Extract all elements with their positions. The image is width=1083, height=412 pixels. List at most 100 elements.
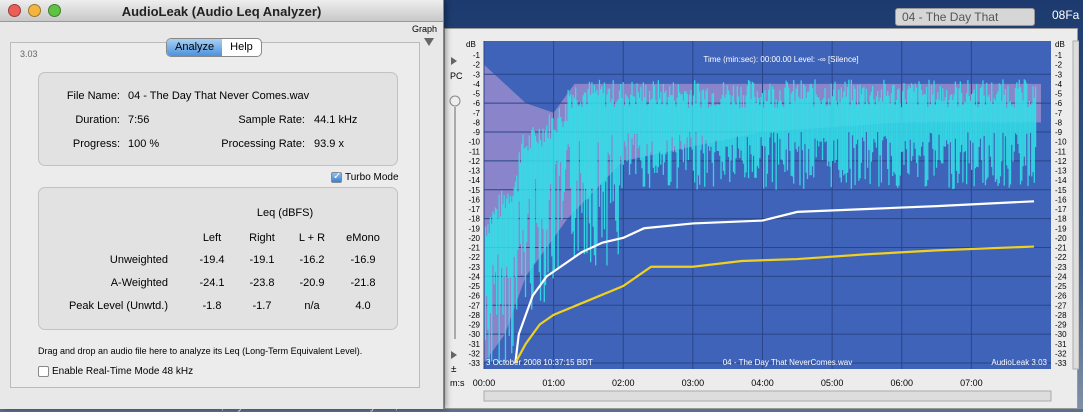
- file-name-value: 04 - The Day That Never Comes.wav: [128, 90, 310, 102]
- leq-value: -24.1: [199, 277, 225, 289]
- processing-rate-label: Processing Rate:: [221, 138, 305, 150]
- y-tick-label-right: -21: [1055, 244, 1067, 253]
- col-header-lr: L + R: [298, 232, 326, 244]
- y-tick-label-left: -30: [468, 330, 480, 339]
- y-tick-label-left: -31: [468, 340, 480, 349]
- file-name-label: File Name:: [66, 90, 120, 102]
- y-tick-label-left: -27: [468, 301, 480, 310]
- leq-graph: -1 -1-2 -2-3 -3-4 -4-5 -5-6 -6-7 -7-8 -8-9 -9-10-…: [449, 40, 1079, 402]
- plus-minus-label: ±: [451, 364, 457, 375]
- y-tick-label-right: -5: [1055, 90, 1063, 99]
- y-tick-label-right: -32: [1055, 349, 1067, 358]
- y-tick-label-left: -25: [468, 282, 480, 291]
- y-tick-label-left: -2: [473, 61, 481, 70]
- window-title: AudioLeak (Audio Leq Analyzer): [121, 4, 322, 19]
- y-tick-label-left: -29: [468, 321, 480, 330]
- y-tick-label-right: -7: [1055, 109, 1063, 118]
- minimize-button[interactable]: [28, 4, 41, 17]
- expand-triangle-icon: [451, 351, 457, 359]
- x-tick-label: 05:00: [821, 378, 844, 388]
- leq-value: -23.8: [249, 277, 275, 289]
- y-tick-label-right: -19: [1055, 224, 1067, 233]
- row-label-a-weighted: A-Weighted: [110, 277, 168, 289]
- y-tick-label-left: -17: [468, 205, 480, 214]
- zoom-button[interactable]: [48, 4, 61, 17]
- y-tick-label-right: -6: [1055, 99, 1063, 108]
- y-tick-label-left: -14: [468, 176, 480, 185]
- realtime-mode-label[interactable]: Enable Real-Time Mode: [52, 366, 160, 377]
- x-tick-label: 03:00: [682, 378, 705, 388]
- realtime-mode-checkbox[interactable]: [38, 366, 49, 377]
- leq-results-box: [38, 187, 398, 330]
- y-tick-label-left: -22: [468, 253, 480, 262]
- leq-value: -16.2: [299, 254, 325, 266]
- y-tick-label-right: -8: [1055, 118, 1063, 127]
- progress-label: Progress:: [72, 138, 120, 150]
- y-tick-label-right: -22: [1055, 253, 1067, 262]
- processing-rate-value: 93.9 x: [314, 138, 344, 150]
- y-tick-label-right: -2: [1055, 61, 1063, 70]
- leq-value: -21.8: [350, 277, 376, 289]
- y-tick-label-right: -24: [1055, 272, 1067, 281]
- y-unit-left: dB: [466, 40, 476, 49]
- y-tick-label-right: -18: [1055, 215, 1067, 224]
- x-axis-label: m:s: [450, 378, 465, 388]
- y-tick-label-right: -12: [1055, 157, 1067, 166]
- y-tick-label-left: -24: [468, 272, 480, 281]
- col-header-left: Left: [202, 232, 222, 244]
- tab-help[interactable]: Help: [230, 41, 253, 53]
- pc-label: PC: [450, 71, 463, 81]
- graph-toggle-label[interactable]: Graph: [411, 24, 437, 34]
- y-tick-label-right: -27: [1055, 301, 1067, 310]
- y-tick-label-right: -17: [1055, 205, 1067, 214]
- horizontal-scrollbar: [483, 390, 1052, 402]
- y-tick-label-left: -18: [468, 215, 480, 224]
- tab-bar: Analyze Help: [166, 38, 262, 57]
- close-button[interactable]: [8, 4, 21, 17]
- version-label: 3.03: [20, 49, 38, 59]
- footer-app: AudioLeak 3.03: [991, 358, 1047, 367]
- y-tick-label-left: -16: [468, 195, 480, 204]
- y-tick-label-right: -15: [1055, 186, 1067, 195]
- y-tick-label-left: -3: [473, 70, 481, 79]
- col-header-emono: eMono: [346, 232, 380, 244]
- y-tick-label-left: -10: [468, 138, 480, 147]
- file-info-box: [38, 72, 398, 166]
- leq-value: -20.9: [299, 277, 325, 289]
- duration-label: Duration:: [75, 114, 120, 126]
- graph-toggle-triangle-icon[interactable]: [424, 38, 434, 46]
- x-tick-label: 07:00: [960, 378, 983, 388]
- drag-drop-instructions: Drag and drop an audio file here to anal…: [38, 346, 363, 356]
- leq-value: -19.1: [249, 254, 275, 266]
- y-tick-label-left: -6: [473, 99, 481, 108]
- y-tick-label-right: -28: [1055, 311, 1067, 320]
- zoom-slider-knob: [449, 95, 461, 107]
- y-tick-label-right: -3: [1055, 70, 1063, 79]
- leq-value: -1.7: [252, 300, 272, 312]
- x-tick-label: 02:00: [612, 378, 635, 388]
- y-tick-label-right: -14: [1055, 176, 1067, 185]
- collapse-triangle-icon: [451, 57, 457, 65]
- y-tick-label-right: -20: [1055, 234, 1067, 243]
- y-tick-label-right: -33: [1055, 359, 1067, 368]
- y-tick-label-right: -1: [1055, 51, 1063, 60]
- y-tick-label-left: -23: [468, 263, 480, 272]
- graph-window: -1 -1 -2 -2 -3 -3 -4 -4 -5 -5 -6 -6 -7 -7 -8 -8 -9 -9 -10-…: [444, 28, 1079, 409]
- y-tick-label-left: -9: [473, 128, 481, 137]
- y-tick-label-right: -26: [1055, 292, 1067, 301]
- sample-rate-value: 44.1 kHz: [314, 114, 358, 126]
- tab-analyze[interactable]: Analyze: [167, 39, 223, 56]
- y-tick-label-left: -19: [468, 224, 480, 233]
- x-tick-label: 06:00: [890, 378, 913, 388]
- turbo-mode-checkbox[interactable]: [331, 171, 342, 183]
- y-tick-label-left: -15: [468, 186, 480, 195]
- y-tick-label-left: -4: [473, 80, 481, 89]
- main-window: AudioLeak (Audio Leq Analyzer) Graph 3.0…: [0, 0, 444, 409]
- y-tick-label-right: -4: [1055, 80, 1063, 89]
- background-window-tab[interactable]: 04 - The Day That: [895, 8, 1035, 26]
- title-bar[interactable]: AudioLeak (Audio Leq Analyzer): [0, 0, 443, 22]
- turbo-mode-label[interactable]: Turbo Mode: [345, 172, 399, 183]
- duration-value: 7:56: [128, 114, 150, 126]
- unweighted-leq-line: [514, 200, 1035, 364]
- y-tick-label-left: -28: [468, 311, 480, 320]
